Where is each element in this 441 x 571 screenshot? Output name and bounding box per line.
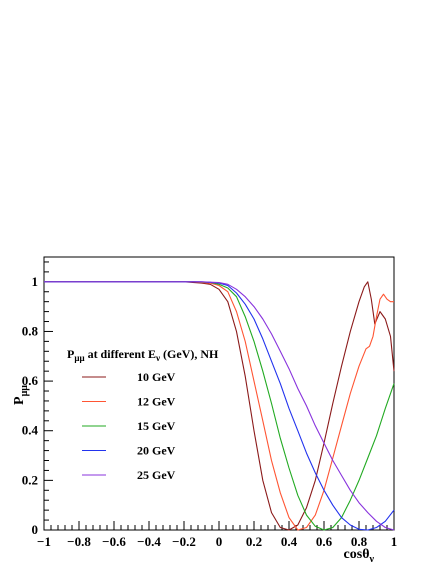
x-tick-label: 0.6 [316, 534, 333, 549]
y-tick-label: 0.6 [22, 373, 39, 388]
x-tick-label: 0.2 [246, 534, 262, 549]
y-axis-title-sub: μμ [19, 385, 30, 397]
legend-label: 20 GeV [137, 444, 176, 458]
x-axis-title: cosθν [344, 547, 375, 565]
legend-title: Pμμ at different Eν (GeV), NH [67, 347, 219, 363]
y-tick-label: 0 [32, 522, 39, 537]
x-axis: −1 −0.8 −0.6 −0.4 −0.2 0 0.2 0.4 0.6 0.8 1 [37, 521, 397, 549]
x-axis-title-sub: ν [369, 554, 375, 565]
series-line-15-gev [44, 281, 395, 531]
legend: Pμμ at different Eν (GeV), NH 10 GeV 12 G… [67, 347, 219, 482]
y-axis-title: Pμμ [12, 385, 30, 405]
x-tick-label: −0.2 [172, 534, 196, 549]
legend-items: 10 GeV 12 GeV 15 GeV 20 GeV 25 GeV [82, 370, 176, 482]
legend-title-tail: (GeV), NH [160, 347, 219, 361]
series-layer [44, 281, 395, 531]
legend-label: 10 GeV [137, 370, 176, 384]
series-line-20-gev [44, 281, 395, 531]
y-tick-label: 1 [32, 274, 39, 289]
x-tick-label: 0.4 [281, 534, 298, 549]
x-tick-label: 0 [216, 534, 223, 549]
plot-frame [43, 256, 395, 531]
x-tick-label: 0.8 [351, 534, 368, 549]
y-axis-title-base: P [12, 396, 27, 405]
x-tick-label: −0.8 [67, 534, 91, 549]
legend-title-p-sub: μμ [74, 353, 84, 363]
series-line-25-gev [44, 281, 395, 531]
y-tick-label: 0.2 [22, 472, 38, 487]
legend-label: 25 GeV [137, 468, 176, 482]
x-tick-label: −0.6 [102, 534, 126, 549]
x-tick-label: −0.4 [137, 534, 161, 549]
x-tick-label: −1 [37, 534, 51, 549]
legend-title-p: P [67, 347, 74, 361]
x-tick-label: 1 [391, 534, 398, 549]
series-line-10-gev [44, 281, 395, 531]
legend-title-mid: at different E [85, 347, 156, 361]
y-tick-label: 0.4 [22, 423, 39, 438]
legend-title-e-sub: ν [155, 353, 160, 363]
y-tick-label: 0.8 [22, 323, 39, 338]
y-axis: 0 0.2 0.4 0.6 0.8 1 [22, 261, 53, 537]
series-line-12-gev [44, 281, 394, 531]
legend-label: 12 GeV [137, 395, 176, 409]
legend-label: 15 GeV [137, 419, 176, 433]
plot-area-border [43, 256, 395, 531]
x-axis-title-base: cosθ [344, 547, 370, 562]
